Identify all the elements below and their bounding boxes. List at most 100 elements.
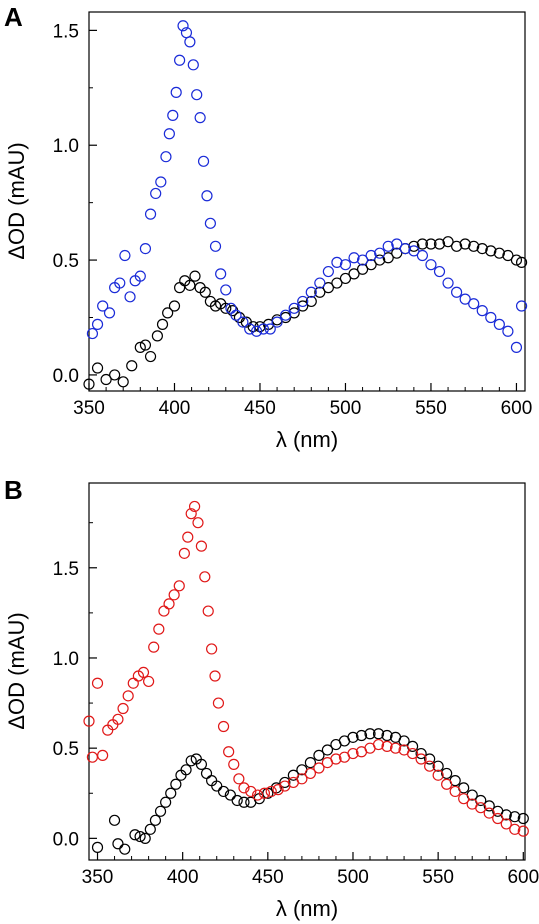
panel-a-y-axis-label: ΔOD (mAU)	[4, 142, 29, 259]
panel-b-series-1-point	[238, 782, 250, 794]
panel-a-series-0-point	[199, 286, 211, 298]
panel-a-series-0-point	[459, 238, 471, 250]
panel-b-series-1-point	[313, 762, 325, 774]
panel-b-series-1-point	[223, 746, 235, 758]
panel-a-series-1-point	[215, 268, 227, 280]
panel-b-series-1-point	[209, 670, 221, 682]
panel-a-series-1-point	[451, 286, 463, 298]
panel-b-series-1-point	[265, 785, 277, 798]
panel-a-series-1-point	[468, 298, 480, 310]
panel-a-series-0-point	[356, 263, 369, 275]
panel-a-series-1-point	[244, 323, 256, 335]
panel-a-series-0-point	[162, 307, 174, 319]
panel-b-series-1-point	[168, 589, 180, 601]
panel-a-series-1-point	[230, 309, 242, 321]
panel-a-series-0-point	[331, 277, 343, 289]
panel-b-series-0-point	[509, 811, 521, 823]
panel-a-series-1-point	[144, 208, 157, 220]
panel-a-series-0-point	[288, 307, 300, 319]
panel-b-x-tick-label: 450	[252, 867, 284, 888]
panel-a-series-1-point	[493, 318, 505, 330]
panel-b-series-0-point	[195, 758, 208, 770]
panel-a-series-1-point	[476, 305, 488, 317]
panel-b-series-0-point	[347, 731, 359, 743]
panel-a-x-tick-label: 400	[159, 398, 191, 419]
panel-b-series-1-point	[185, 508, 197, 520]
panel-a-series-1-point	[139, 242, 152, 255]
panel-b-series-1-point	[195, 540, 208, 552]
panel-b-series-1-point	[475, 802, 487, 814]
panel-b-series-1-point	[97, 749, 109, 761]
panel-a-series-1-point	[250, 325, 263, 337]
panel-a-y-tick-label: 1.0	[53, 136, 79, 157]
panel-b-series-1-point	[228, 758, 240, 770]
panel-b-y-axis-label: ΔOD (mAU)	[4, 612, 29, 729]
panel-b-series-1-point	[122, 690, 134, 702]
panel-a-series-0-point	[502, 249, 514, 262]
panel-b-series-1-point	[91, 677, 104, 689]
panel-a-series-1-point	[184, 36, 196, 48]
panel-a-series-0-point	[83, 378, 95, 390]
panel-b-series-0-point	[134, 830, 146, 843]
panel-b-x-tick-label: 400	[167, 867, 199, 888]
panel-b-series-1-point	[192, 517, 204, 529]
panel-a-series-0-point	[433, 238, 446, 250]
panel-b-series-1-point	[212, 697, 225, 709]
panel-b-y-tick-label: 1.0	[53, 649, 79, 670]
panel-a-series-0-point	[339, 272, 352, 285]
panel-a-series-0-point	[493, 247, 505, 259]
panel-a-series-1-point	[209, 240, 222, 252]
panel-a-series-1-point	[322, 265, 334, 278]
panel-a-series-1-point	[170, 86, 182, 98]
panel-a-series-0-point	[168, 300, 181, 312]
panel-a-series-1-point	[86, 327, 99, 340]
panel-a-series-0-point	[144, 350, 157, 363]
panel-b-series-0-point	[91, 841, 104, 853]
panel-b-data-points	[83, 500, 529, 855]
panel-a-series-1-point	[197, 155, 210, 167]
panel-b-series-0-point	[112, 838, 124, 850]
panel-b-series-1-point	[406, 747, 419, 760]
panel-b-series-1-point	[492, 812, 504, 825]
panel-b-series-0-point	[517, 812, 529, 825]
panel-b-series-1-point	[347, 747, 359, 760]
panel-a-series-1-point	[331, 256, 343, 268]
panel-a-series-1-point	[160, 151, 172, 163]
panel-b-x-axis-label: λ (nm)	[276, 896, 338, 921]
panel-a-x-tick-label: 500	[330, 398, 362, 419]
panel-a-series-1-point	[510, 341, 523, 353]
panel-a-series-1-point	[150, 187, 162, 200]
panel-a-series-1-point	[167, 109, 179, 121]
panel-a-series-0-point	[109, 369, 121, 381]
panel-b-series-0-point	[364, 728, 376, 740]
panel-b-series-1-point	[137, 666, 150, 679]
panel-b-series-0-point	[139, 832, 151, 844]
panel-b-series-0-point	[108, 814, 121, 826]
panel-a-x-ticks: 350 400 450 500 550 600	[73, 383, 532, 419]
panel-b-series-0-point	[144, 823, 156, 835]
panel-a-series-1-point	[314, 277, 326, 289]
panel-b-series-0-point	[180, 764, 192, 776]
panel-b-series-1-point	[449, 785, 461, 798]
panel-a-x-axis-label: λ (nm)	[276, 427, 338, 452]
panel-b-series-1-point	[424, 760, 436, 772]
panel-a-series-1-point	[187, 59, 199, 71]
panel-a-series-1-point	[391, 238, 403, 250]
panel-a-series-0-point	[485, 245, 497, 257]
panel-a-series-1-point	[119, 249, 131, 262]
panel-a-series-1-point	[442, 277, 454, 289]
panel-a-series-1-point	[382, 240, 394, 252]
panel-a-series-0-point	[365, 259, 377, 271]
panel-a-series-0-point	[476, 242, 488, 255]
panel-a-x-tick-label: 350	[73, 398, 105, 419]
panel-b-series-1-point	[158, 605, 170, 617]
panel-b-series-0-point	[313, 749, 325, 761]
panel-a-series-1-point	[220, 284, 232, 296]
panel-b-label: B	[4, 475, 23, 505]
panel-b-series-1-point	[381, 740, 393, 752]
panel-a-series-0-point	[209, 300, 222, 312]
panel-b-series-0-point	[415, 747, 427, 760]
panel-b-series-1-point	[432, 769, 444, 781]
panel-a-series-0-point	[91, 362, 104, 374]
